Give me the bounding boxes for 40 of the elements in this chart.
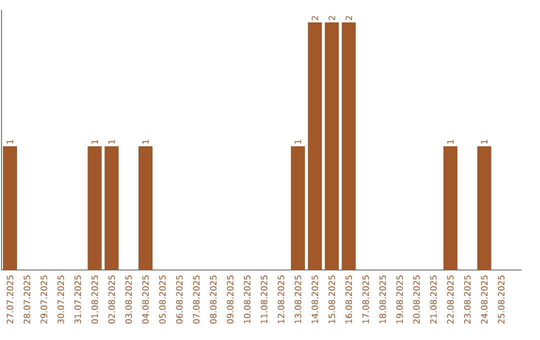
x-tick-label: 25.08.2025 [498, 275, 504, 324]
x-tick-label: 31.07.2025 [74, 275, 82, 324]
x-tick-label: 06.08.2025 [176, 275, 183, 324]
x-tick-label: 11.08.2025 [260, 275, 268, 324]
x-tick-label: 15.08.2025 [328, 275, 336, 324]
x-tick-label: 18.08.2025 [379, 275, 386, 324]
x-tick-label: 14.08.2025 [312, 275, 318, 324]
x-tick-label: 10.08.2025 [244, 275, 250, 324]
data-label: 1 [108, 140, 115, 144]
x-tick-label: 04.08.2025 [142, 275, 149, 324]
x-tick-label: 21.08.2025 [430, 275, 437, 324]
data-label: 1 [6, 140, 14, 144]
x-tick-label: 28.07.2025 [24, 275, 30, 324]
data-label: 2 [312, 16, 318, 20]
x-tick-label: 07.08.2025 [193, 275, 200, 324]
x-tick-label: 29.07.2025 [40, 275, 48, 324]
x-tick-label: 17.08.2025 [362, 275, 369, 324]
x-tick-label: 09.08.2025 [226, 275, 234, 324]
x-tick-label: 23.08.2025 [464, 275, 471, 324]
data-label: 1 [92, 140, 98, 144]
x-tick-label: 16.08.2025 [346, 275, 352, 324]
x-tick-label: 20.08.2025 [413, 275, 420, 324]
x-tick-label: 13.08.2025 [294, 275, 302, 324]
x-tick-label: 05.08.2025 [159, 275, 166, 324]
x-tick-label: 19.08.2025 [396, 275, 403, 324]
x-tick-label: 30.07.2025 [58, 275, 64, 324]
data-label: 2 [328, 16, 336, 20]
data-label: 2 [346, 16, 352, 20]
data-label: 1 [294, 140, 302, 144]
data-label: 1 [447, 140, 454, 144]
x-tick-label: 02.08.2025 [108, 275, 115, 324]
x-tick-label: 12.08.2025 [278, 275, 284, 324]
x-tick-label: 01.08.2025 [91, 275, 98, 324]
data-label: 1 [481, 140, 488, 144]
x-tick-label: 24.08.2025 [481, 275, 488, 324]
data-label: 1 [142, 140, 149, 144]
x-tick-label: 08.08.2025 [210, 275, 217, 324]
x-tick-label: 27.07.2025 [6, 275, 14, 324]
x-tick-label: 03.08.2025 [125, 275, 132, 324]
x-tick-label: 22.08.2025 [447, 275, 454, 324]
